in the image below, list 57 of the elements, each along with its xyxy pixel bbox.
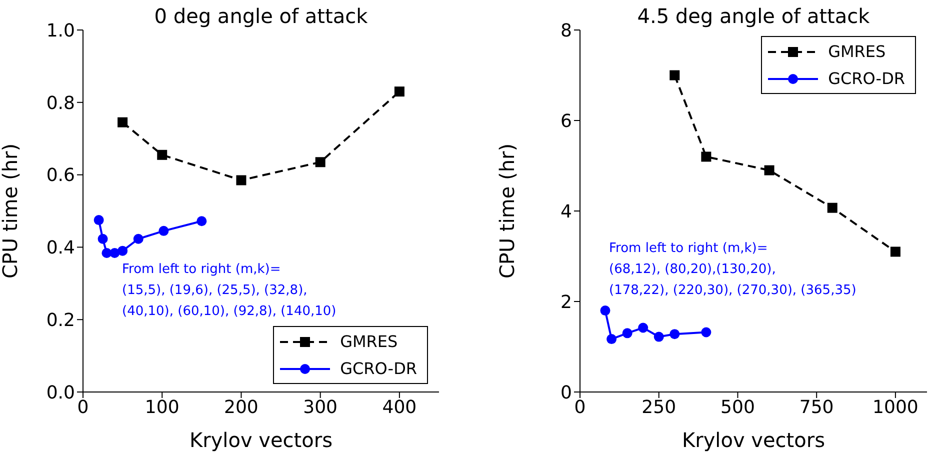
point bbox=[315, 157, 326, 168]
x-tick-label: 750 bbox=[799, 396, 834, 418]
y-axis-title: CPU time (hr) bbox=[495, 143, 520, 279]
point bbox=[236, 175, 246, 186]
point bbox=[118, 246, 128, 256]
x-axis-title: Krylov vectors bbox=[189, 428, 333, 452]
y-tick-label: 0.0 bbox=[46, 382, 75, 404]
point bbox=[110, 248, 120, 258]
point bbox=[670, 70, 680, 80]
point bbox=[94, 215, 104, 226]
point bbox=[600, 306, 610, 316]
y-tick-label: 8 bbox=[560, 20, 572, 42]
x-tick-label: 200 bbox=[224, 396, 258, 418]
x-tick-label: 0 bbox=[77, 396, 89, 418]
legend-label: GMRES bbox=[828, 42, 886, 61]
y-tick-label: 0.4 bbox=[46, 238, 75, 259]
annotation: From left to right (m,k)= (15,5), (19,6), (25,5), (32,8), (40,10), (60,10), (92,8), (140,10) bbox=[122, 261, 336, 321]
y-tick-label: 2 bbox=[560, 292, 572, 313]
annotation: From left to right (m,k)= (68,12), (80,20),(130,20), (178,22), (220,30), (270,30), (365,35) bbox=[609, 240, 856, 300]
point bbox=[701, 152, 712, 162]
point bbox=[622, 328, 632, 338]
x-tick-label: 500 bbox=[720, 396, 755, 418]
point bbox=[654, 332, 664, 342]
point bbox=[764, 165, 774, 176]
point bbox=[118, 117, 128, 128]
point bbox=[394, 86, 404, 97]
y-axis-title: CPU time (hr) bbox=[0, 143, 22, 279]
legend-label: GCRO-DR bbox=[828, 69, 905, 88]
point bbox=[606, 334, 617, 344]
point bbox=[670, 329, 680, 340]
x-tick-label: 300 bbox=[303, 396, 338, 418]
point bbox=[157, 150, 168, 160]
point bbox=[701, 327, 712, 338]
point bbox=[638, 322, 648, 333]
y-tick-label: 4 bbox=[560, 201, 572, 222]
chart-title: 4.5 deg angle of attack bbox=[636, 4, 871, 28]
point bbox=[196, 216, 207, 226]
x-tick-label: 0 bbox=[574, 396, 586, 418]
x-tick-label: 250 bbox=[642, 396, 676, 418]
y-tick-label: 0.8 bbox=[46, 92, 75, 114]
y-tick-label: 0.2 bbox=[46, 310, 75, 331]
point bbox=[827, 202, 838, 213]
y-tick-label: 0.6 bbox=[46, 165, 75, 186]
x-tick-label: 1000 bbox=[872, 396, 918, 418]
x-axis-title: Krylov vectors bbox=[682, 428, 826, 452]
point bbox=[133, 234, 144, 244]
point bbox=[98, 234, 108, 244]
x-tick-label: 100 bbox=[144, 396, 180, 418]
y-tick-label: 1.0 bbox=[46, 20, 75, 42]
x-tick-label: 400 bbox=[382, 396, 417, 418]
point bbox=[158, 226, 169, 236]
y-tick-label: 6 bbox=[560, 110, 572, 132]
legend-label: GCRO-DR bbox=[340, 359, 417, 378]
chart-title: 0 deg angle of attack bbox=[153, 4, 369, 28]
point bbox=[890, 246, 900, 257]
legend-label: GMRES bbox=[340, 332, 398, 351]
y-tick-label: 0 bbox=[560, 382, 572, 404]
